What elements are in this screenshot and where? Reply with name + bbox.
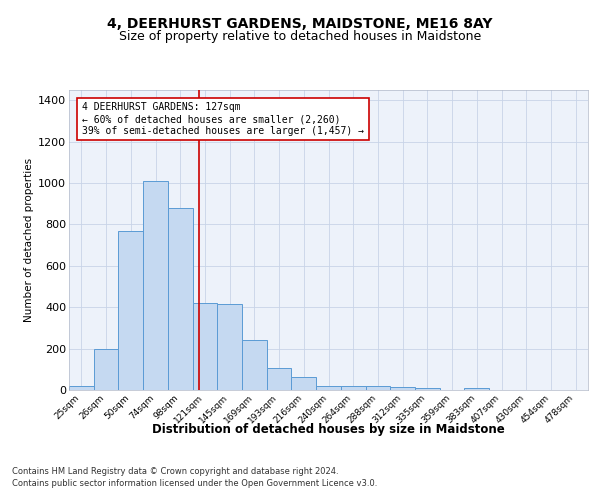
Y-axis label: Number of detached properties: Number of detached properties [24,158,34,322]
Text: 4 DEERHURST GARDENS: 127sqm
← 60% of detached houses are smaller (2,260)
39% of : 4 DEERHURST GARDENS: 127sqm ← 60% of det… [82,102,364,136]
Bar [242,340,267,390]
Bar [217,304,242,390]
Bar [168,208,193,390]
Bar [143,181,168,390]
Bar [464,388,489,390]
Bar [365,386,390,390]
Bar [267,368,292,390]
Text: Size of property relative to detached houses in Maidstone: Size of property relative to detached ho… [119,30,481,43]
Bar [415,388,440,390]
Text: Contains public sector information licensed under the Open Government Licence v3: Contains public sector information licen… [12,479,377,488]
Bar [316,386,341,390]
Bar [341,386,365,390]
Bar [292,376,316,390]
Bar [94,348,118,390]
Text: Contains HM Land Registry data © Crown copyright and database right 2024.: Contains HM Land Registry data © Crown c… [12,468,338,476]
Text: 4, DEERHURST GARDENS, MAIDSTONE, ME16 8AY: 4, DEERHURST GARDENS, MAIDSTONE, ME16 8A… [107,18,493,32]
Bar [390,387,415,390]
Bar [193,303,217,390]
Bar [118,230,143,390]
Bar [69,386,94,390]
Text: Distribution of detached houses by size in Maidstone: Distribution of detached houses by size … [152,422,505,436]
